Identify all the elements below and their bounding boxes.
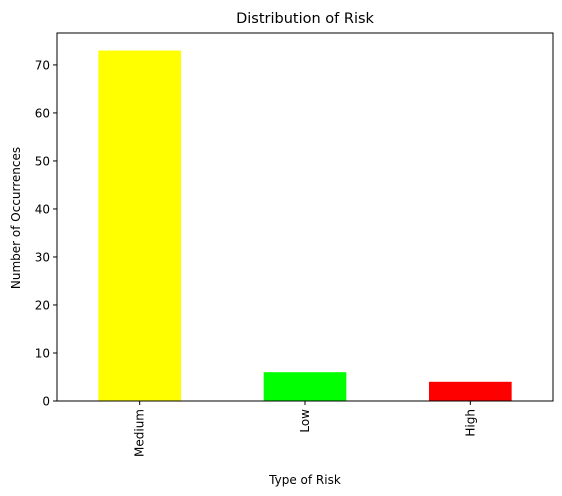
bars bbox=[98, 50, 512, 402]
bar-high bbox=[429, 381, 512, 401]
x-axis-label: Type of Risk bbox=[268, 473, 341, 487]
plot-frame bbox=[56, 32, 554, 402]
y-tick-label: 70 bbox=[35, 58, 50, 72]
x-tick-label-medium: Medium bbox=[133, 409, 147, 457]
x-tick-label-low: Low bbox=[298, 409, 312, 433]
y-tick-label: 50 bbox=[35, 154, 50, 168]
y-tick-label: 0 bbox=[42, 395, 50, 409]
y-tick-label: 60 bbox=[35, 106, 50, 120]
y-tick-label: 20 bbox=[35, 298, 50, 312]
y-axis: 0 10 20 30 40 50 60 70 bbox=[35, 58, 57, 409]
bar-medium bbox=[98, 50, 181, 402]
y-tick-label: 10 bbox=[35, 346, 50, 360]
y-tick-label: 40 bbox=[35, 202, 50, 216]
bar-low bbox=[263, 372, 347, 401]
x-axis: Medium Low High bbox=[133, 401, 477, 457]
y-tick-label: 30 bbox=[35, 250, 50, 264]
chart-title: Distribution of Risk bbox=[236, 11, 374, 27]
x-tick-label-high: High bbox=[463, 409, 477, 437]
y-axis-label: Number of Occurrences bbox=[9, 147, 23, 289]
